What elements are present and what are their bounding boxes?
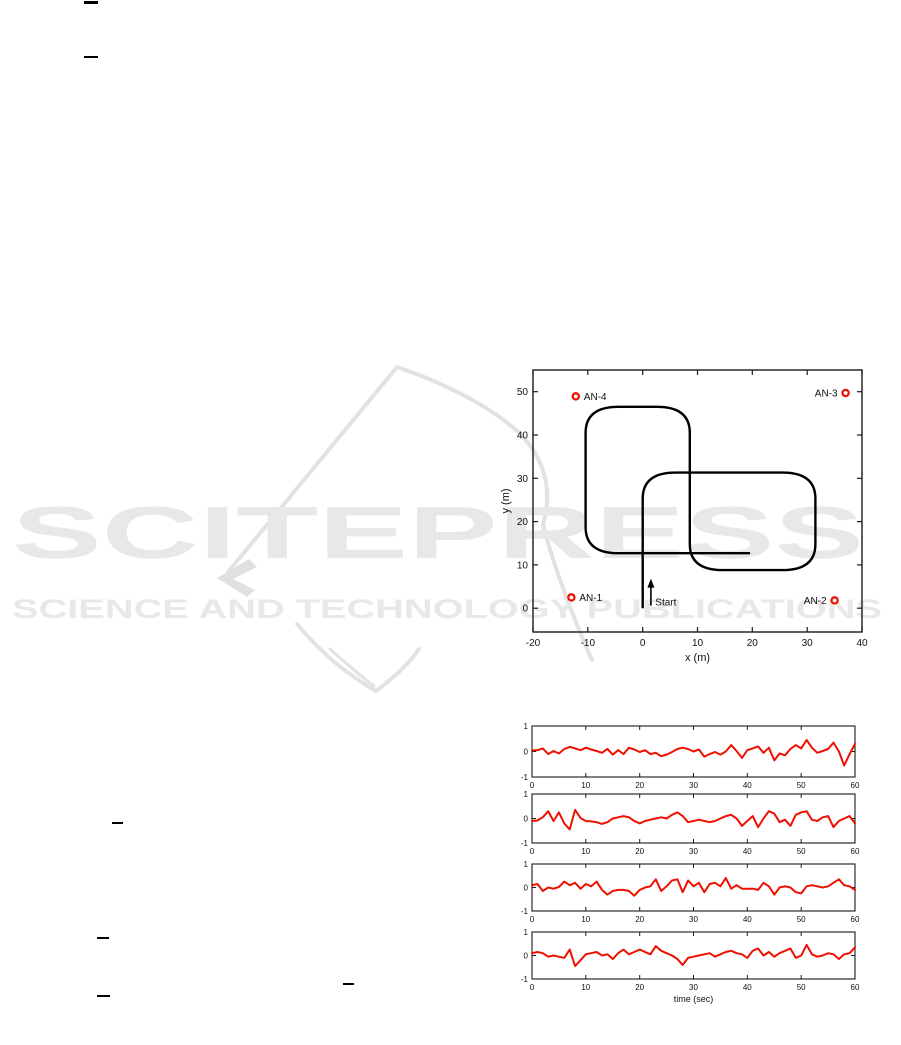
- signal-line: [531, 877, 856, 897]
- x-tick-label: 30: [689, 915, 698, 924]
- x-tick-label: 40: [743, 847, 752, 856]
- axis-ticks: [532, 370, 863, 632]
- y-tick-label: 0: [524, 951, 529, 960]
- x-tick-label: -10: [581, 638, 596, 649]
- x-tick-label: 0: [530, 983, 535, 992]
- x-tick-label: 0: [530, 781, 535, 790]
- x-tick-label: 40: [856, 638, 868, 649]
- axis-ticks: [531, 931, 856, 980]
- watermark-title: SCITEPRESS: [12, 491, 864, 574]
- text-dash-artifact: [84, 56, 98, 58]
- text-dash-artifact: [97, 937, 109, 939]
- trajectory-figure: -20 -10 0 10 20 30 40 0 10 20 30 40 50 x (m) y (m) Star…: [500, 369, 868, 664]
- subplot-3: 0 10 20 30 40 50 60-101: [521, 860, 860, 924]
- x-tick-label: 30: [802, 638, 814, 649]
- plot-box: [531, 931, 856, 980]
- x-tick-label: 20: [635, 847, 644, 856]
- start-label: Start: [655, 597, 676, 608]
- x-tick-label: 0: [530, 915, 535, 924]
- x-tick-label: 30: [689, 781, 698, 790]
- start-arrowhead: [647, 578, 655, 588]
- watermark-check-shape: [217, 559, 257, 597]
- anchor-node-an-2: AN-2: [804, 596, 839, 607]
- anchor-label: AN-4: [584, 392, 607, 403]
- y-tick-label: -1: [521, 907, 529, 916]
- y-tick-label: 1: [524, 722, 529, 731]
- y-tick-label: 0: [524, 814, 529, 823]
- text-dash-artifact: [97, 995, 110, 997]
- axis-ticks: [531, 863, 856, 912]
- x-tick-label: 20: [747, 638, 759, 649]
- x-tick-label: 60: [851, 847, 860, 856]
- anchor-node-an-1: AN-1: [567, 593, 603, 604]
- start-annotation: Start: [647, 578, 677, 608]
- subplot-1: 0 10 20 30 40 50 60-101: [521, 722, 860, 790]
- x-tick-label: 50: [797, 781, 806, 790]
- x-tick-label: 40: [743, 983, 752, 992]
- text-dash-artifact: [112, 822, 123, 824]
- x-tick-label: 10: [581, 781, 590, 790]
- y-tick-label: 20: [517, 517, 529, 528]
- y-tick-label: -1: [521, 839, 529, 848]
- x-tick-label: 30: [689, 983, 698, 992]
- anchor-marker: [830, 596, 839, 605]
- subplot-2: 0 10 20 30 40 50 60-101: [521, 790, 860, 856]
- x-tick-label: 10: [581, 847, 590, 856]
- x-tick-label: 50: [797, 983, 806, 992]
- y-tick-label: 30: [517, 474, 529, 485]
- axis-ticks: [531, 793, 856, 844]
- y-tick-label: 1: [524, 790, 529, 799]
- y-tick-label: 0: [524, 747, 529, 756]
- x-tick-label: 40: [743, 781, 752, 790]
- watermark-subtitle: SCIENCE AND TECHNOLOGY PUBLICATIONS: [12, 594, 882, 624]
- y-tick-label: 0: [524, 883, 529, 892]
- y-tick-label: 1: [524, 860, 529, 869]
- x-tick-label: 50: [797, 915, 806, 924]
- y-tick-label: 50: [517, 387, 529, 398]
- signal-line: [531, 739, 856, 767]
- text-dash-artifact: [84, 1, 98, 4]
- x-tick-label: 20: [635, 983, 644, 992]
- anchor-label: AN-1: [579, 593, 602, 604]
- x-axis-label: x (m): [685, 652, 710, 664]
- y-tick-label: 10: [517, 560, 529, 571]
- signal-line: [531, 943, 856, 968]
- x-tick-label: 20: [635, 915, 644, 924]
- y-tick-label: 1: [524, 928, 529, 937]
- x-tick-label: 30: [689, 847, 698, 856]
- subplot-4: 0 10 20 30 40 50 60-101: [521, 928, 860, 992]
- trajectory-path: [584, 405, 817, 609]
- x-tick-label: 60: [851, 781, 860, 790]
- y-tick-label: -1: [521, 773, 529, 782]
- anchor-marker: [567, 593, 576, 602]
- x-tick-label: -20: [526, 638, 541, 649]
- y-tick-label: -1: [521, 975, 529, 984]
- anchor-marker: [841, 388, 850, 398]
- y-tick-label: 40: [517, 431, 529, 442]
- signal-line: [531, 808, 856, 831]
- x-tick-label: 10: [692, 638, 704, 649]
- x-tick-label: 0: [530, 847, 535, 856]
- x-tick-label: 0: [640, 638, 646, 649]
- x-tick-label: 40: [743, 915, 752, 924]
- anchor-node-an-4: AN-4: [571, 392, 607, 403]
- anchor-marker: [571, 392, 581, 401]
- x-tick-label: 10: [581, 983, 590, 992]
- time-axis-label: time (sec): [674, 994, 714, 1004]
- anchor-node-an-3: AN-3: [815, 388, 850, 400]
- y-axis-label: y (m): [500, 488, 512, 513]
- watermark-logo-strokes: [226, 365, 594, 694]
- x-tick-label: 10: [581, 915, 590, 924]
- x-tick-label: 20: [635, 781, 644, 790]
- x-tick-label: 60: [851, 915, 860, 924]
- text-dash-artifact: [343, 983, 354, 985]
- anchor-label: AN-3: [815, 389, 838, 400]
- x-tick-label: 50: [797, 847, 806, 856]
- anchor-label: AN-2: [804, 596, 827, 607]
- x-tick-label: 60: [851, 983, 860, 992]
- y-tick-label: 0: [522, 604, 528, 615]
